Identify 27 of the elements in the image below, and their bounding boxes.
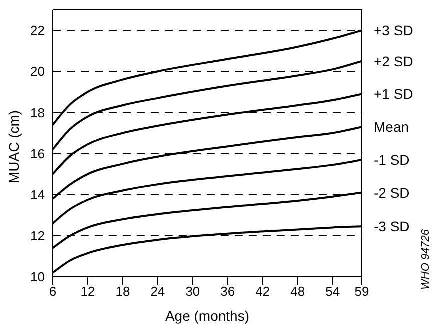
x-tick-label: 30 bbox=[186, 284, 200, 300]
y-tick-label: 14 bbox=[30, 187, 45, 202]
series-label: -2 SD bbox=[374, 184, 410, 201]
y-tick-label: 20 bbox=[30, 64, 45, 80]
x-tick-label: 36 bbox=[220, 284, 236, 300]
x-tick-label: 6 bbox=[49, 284, 57, 300]
series-label: -1 SD bbox=[374, 152, 410, 168]
series-label: -3 SD bbox=[374, 218, 410, 235]
series-label: +2 SD bbox=[374, 53, 414, 70]
x-tick-label: 12 bbox=[80, 284, 96, 300]
x-tick-label: 24 bbox=[150, 284, 166, 300]
y-tick-label: 10 bbox=[30, 270, 45, 285]
x-tick-label: 54 bbox=[326, 284, 340, 300]
y-tick-label: 22 bbox=[30, 23, 45, 38]
series-label: +3 SD bbox=[374, 22, 414, 39]
x-tick-label: 48 bbox=[290, 284, 306, 300]
y-tick-label: 12 bbox=[30, 228, 45, 244]
y-axis-title: MUAC (cm) bbox=[6, 110, 22, 184]
y-tick-label: 18 bbox=[30, 105, 45, 120]
x-axis-title: Age (months) bbox=[165, 308, 250, 324]
x-tick-label: 18 bbox=[116, 284, 130, 300]
x-tick-label: 59 bbox=[354, 284, 370, 300]
y-tick-label: 16 bbox=[30, 146, 45, 162]
text: WHO 94726 bbox=[420, 229, 432, 290]
x-tick-label: 42 bbox=[256, 284, 270, 300]
series-label: +1 SD bbox=[374, 86, 414, 102]
series-label: Mean bbox=[374, 119, 410, 136]
